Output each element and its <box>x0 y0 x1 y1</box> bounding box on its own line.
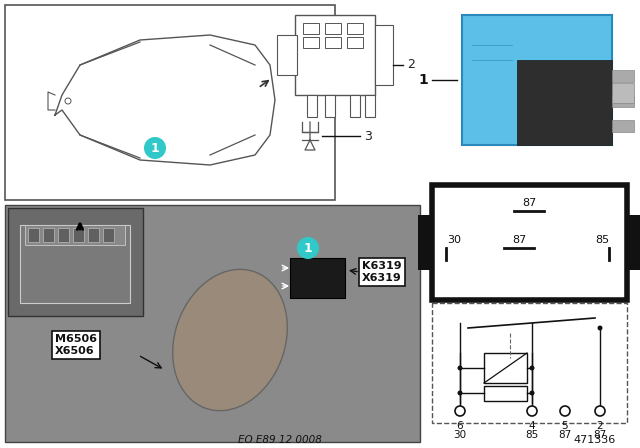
Bar <box>20 225 130 303</box>
Bar <box>277 35 297 75</box>
Circle shape <box>595 406 605 416</box>
Text: 85: 85 <box>595 235 609 245</box>
Bar <box>290 258 345 298</box>
Circle shape <box>529 366 534 370</box>
Bar <box>25 225 125 245</box>
Text: K6319
X6319: K6319 X6319 <box>362 261 402 283</box>
Text: 2: 2 <box>407 59 415 72</box>
Bar <box>43 228 54 242</box>
Circle shape <box>65 98 71 104</box>
Bar <box>28 228 39 242</box>
Ellipse shape <box>173 269 287 411</box>
Bar <box>325 37 341 48</box>
Circle shape <box>458 366 463 370</box>
Text: 1: 1 <box>303 241 312 254</box>
Bar <box>612 83 634 103</box>
Bar <box>8 208 143 316</box>
Bar <box>347 37 363 48</box>
Bar <box>295 15 375 95</box>
Bar <box>418 215 434 270</box>
Bar <box>484 353 527 383</box>
Bar <box>484 386 527 401</box>
Bar <box>303 23 319 34</box>
Circle shape <box>144 137 166 159</box>
Text: 87: 87 <box>522 198 536 208</box>
Circle shape <box>529 391 534 396</box>
Text: 30: 30 <box>453 430 467 440</box>
Text: 3: 3 <box>364 129 372 142</box>
Bar <box>432 185 627 300</box>
Bar <box>365 95 375 117</box>
Circle shape <box>598 326 602 331</box>
Text: 30: 30 <box>447 235 461 245</box>
Circle shape <box>455 406 465 416</box>
Text: 6: 6 <box>457 421 463 431</box>
Text: 1: 1 <box>150 142 159 155</box>
Bar <box>5 205 420 442</box>
Text: EO E89 12 0008: EO E89 12 0008 <box>238 435 322 445</box>
Text: 87: 87 <box>512 235 526 245</box>
Bar <box>325 23 341 34</box>
Bar <box>303 37 319 48</box>
Circle shape <box>297 237 319 259</box>
Circle shape <box>458 391 463 396</box>
Bar <box>375 25 393 85</box>
Bar <box>350 95 360 117</box>
Bar <box>612 70 634 82</box>
Bar <box>103 228 114 242</box>
Bar <box>5 5 335 200</box>
Bar <box>462 15 612 145</box>
Circle shape <box>560 406 570 416</box>
Text: 85: 85 <box>525 430 539 440</box>
Bar <box>88 228 99 242</box>
Bar <box>612 120 634 132</box>
Text: 2: 2 <box>596 421 604 431</box>
Text: 5: 5 <box>562 421 568 431</box>
Text: 4: 4 <box>529 421 535 431</box>
Bar <box>58 228 69 242</box>
Text: 1: 1 <box>419 73 428 87</box>
Text: M6506
X6506: M6506 X6506 <box>55 334 97 356</box>
Bar <box>517 60 612 145</box>
Text: 87: 87 <box>593 430 607 440</box>
Bar <box>325 95 335 117</box>
Circle shape <box>527 406 537 416</box>
Text: 471336: 471336 <box>574 435 616 445</box>
Bar <box>347 23 363 34</box>
Bar <box>432 303 627 423</box>
Bar <box>73 228 84 242</box>
Bar <box>625 215 640 270</box>
Bar <box>307 95 317 117</box>
Bar <box>612 95 634 107</box>
Text: 87: 87 <box>558 430 572 440</box>
